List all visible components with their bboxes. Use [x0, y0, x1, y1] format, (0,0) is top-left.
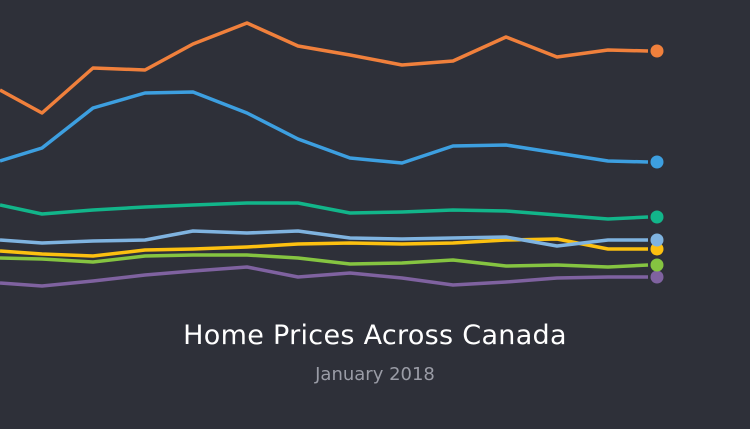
series-3 [0, 229, 664, 248]
series-end-dot [650, 155, 664, 169]
series-line [0, 201, 649, 221]
series-0 [0, 265, 664, 288]
series-end-dot [650, 258, 664, 272]
series-line [0, 237, 648, 258]
series-line [0, 229, 648, 248]
series-5 [0, 90, 664, 169]
series-line [0, 21, 649, 115]
series-4 [0, 201, 664, 224]
series-1 [0, 237, 664, 258]
series-end-dot [650, 44, 664, 58]
series-2 [0, 253, 664, 272]
chart-subtitle: January 2018 [315, 364, 435, 385]
series-6 [0, 21, 664, 115]
series-line [0, 90, 649, 165]
series-end-dot [650, 242, 664, 256]
chart-title: Home Prices Across Canada [183, 320, 567, 351]
series-end-dot [650, 270, 664, 284]
series-end-dot [650, 233, 664, 247]
series-end-dot [650, 210, 664, 224]
series-line [0, 265, 648, 288]
series-line [0, 253, 649, 269]
